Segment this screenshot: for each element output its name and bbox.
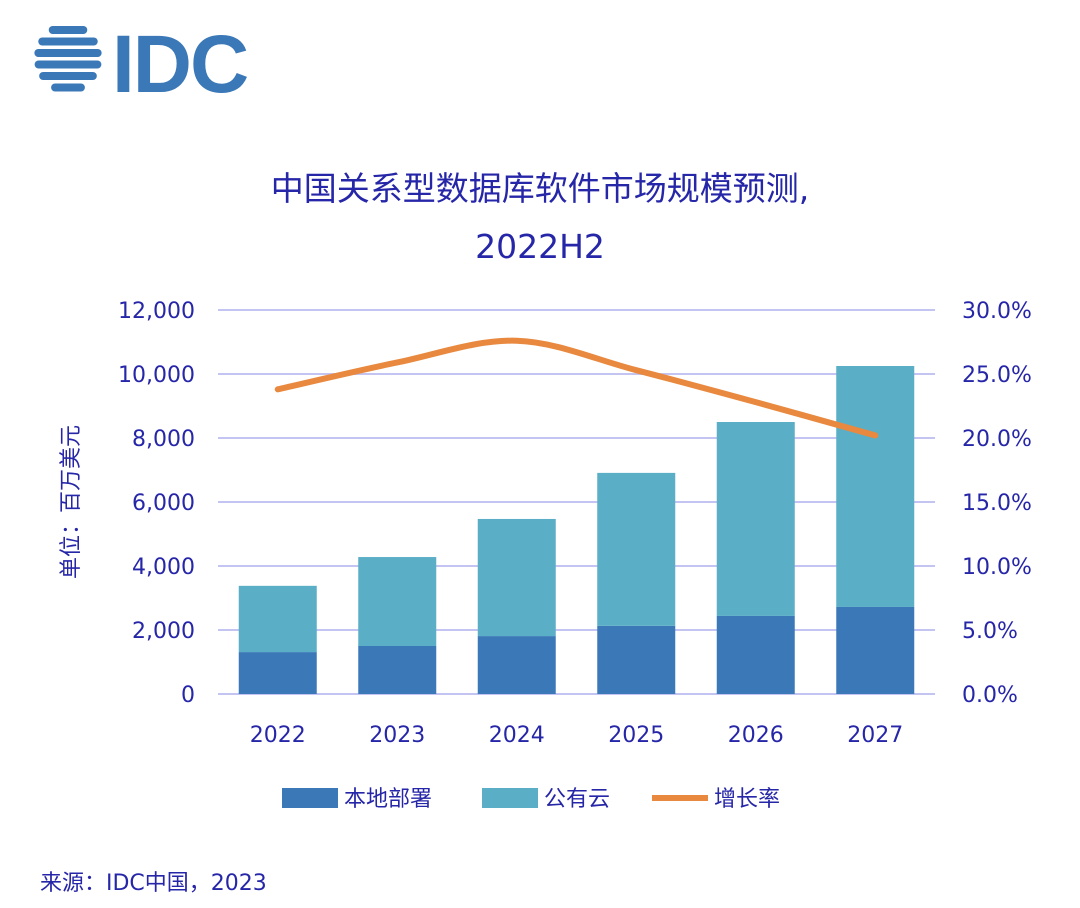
y2-tick-label: 25.0%: [962, 363, 1032, 388]
y-tick-label: 10,000: [118, 363, 195, 388]
source-note: 来源：IDC中国，2023: [40, 871, 267, 896]
logo-stripe: [38, 37, 98, 46]
bar-本地部署-2025: [597, 625, 676, 694]
legend-swatch: [482, 788, 538, 808]
growth-rate-line: [274, 337, 879, 439]
y-tick-label: 6,000: [132, 491, 195, 516]
bar-公有云-2024: [477, 518, 556, 637]
y2-tick-label: 5.0%: [962, 619, 1018, 644]
logo-stripe: [39, 72, 97, 80]
y-tick-label: 4,000: [132, 555, 195, 580]
x-tick-label: 2024: [489, 723, 545, 748]
y-tick-label: 8,000: [132, 427, 195, 452]
y-axis-label: 单位：百万美元: [59, 425, 84, 579]
legend-label: 本地部署: [344, 787, 432, 812]
y2-tick-label: 0.0%: [962, 683, 1018, 708]
bar-本地部署-2027: [836, 606, 915, 694]
legend-swatch: [282, 788, 338, 808]
y-tick-label: 12,000: [118, 299, 195, 324]
x-tick-label: 2027: [847, 723, 903, 748]
chart-subtitle: 2022H2: [475, 227, 605, 266]
y-tick-label: 2,000: [132, 619, 195, 644]
x-tick-label: 2022: [250, 723, 306, 748]
bar-本地部署-2026: [716, 615, 795, 694]
bar-公有云-2025: [597, 472, 676, 626]
logo-stripe: [34, 60, 102, 69]
legend-label: 公有云: [544, 787, 610, 812]
legend: 本地部署 公有云 增长率: [282, 787, 780, 812]
logo-stripe: [34, 49, 102, 57]
logo-text: IDC: [112, 19, 247, 110]
x-tick-label: 2026: [728, 723, 784, 748]
x-tick-label: 2023: [369, 723, 425, 748]
bar-公有云-2027: [836, 366, 915, 607]
legend-label: 增长率: [714, 787, 780, 812]
x-tick-label: 2025: [608, 723, 664, 748]
idc-logo: IDC: [34, 19, 249, 110]
chart-title: 中国关系型数据库软件市场规模预测,: [271, 169, 810, 208]
logo-stripe: [48, 26, 88, 34]
bar-公有云-2023: [358, 557, 437, 646]
bar-公有云-2022: [238, 585, 317, 653]
logo-globe-icon: [34, 26, 102, 92]
y2-tick-label: 10.0%: [962, 555, 1032, 580]
logo-stripe: [51, 83, 85, 92]
bar-本地部署-2022: [238, 652, 317, 694]
bar-公有云-2026: [716, 422, 795, 616]
y2-tick-label: 15.0%: [962, 491, 1032, 516]
bar-本地部署-2023: [358, 646, 437, 694]
y2-tick-label: 30.0%: [962, 299, 1032, 324]
bar-本地部署-2024: [477, 636, 556, 694]
y2-tick-label: 20.0%: [962, 427, 1032, 452]
y-tick-label: 0: [181, 683, 195, 708]
